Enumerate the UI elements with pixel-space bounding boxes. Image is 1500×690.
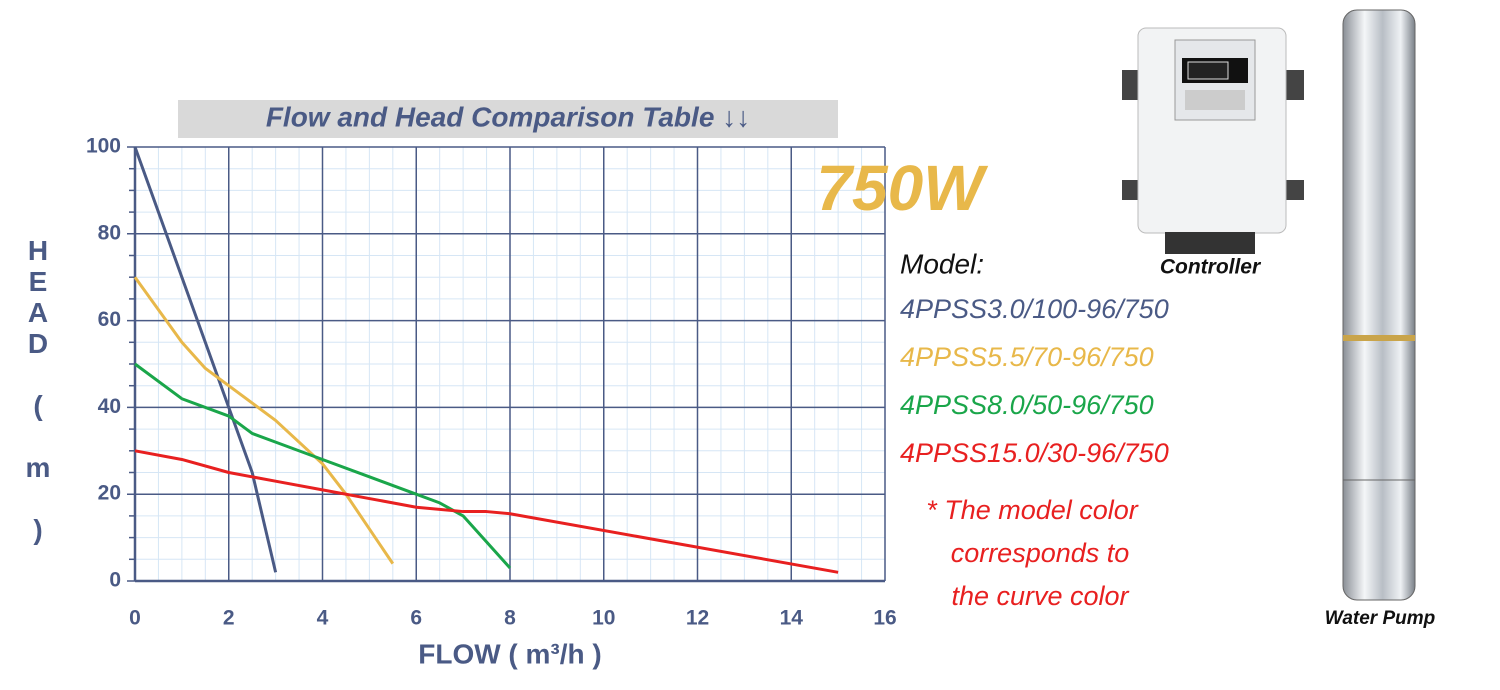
y-tick-label: 40 [98, 395, 121, 418]
legend-title: Model: [900, 248, 984, 279]
x-tick-label: 14 [780, 607, 804, 630]
x-axis-label: FLOW ( m³/h ) [418, 638, 602, 669]
note: * The model color [926, 495, 1139, 525]
note: corresponds to [951, 538, 1130, 568]
x-tick-label: 4 [317, 607, 329, 630]
note: the curve color [951, 581, 1129, 611]
x-tick-label: 16 [873, 607, 896, 630]
chart-title: Flow and Head Comparison Table ↓↓ [266, 101, 750, 132]
image-caption: Controller [1160, 256, 1262, 279]
image-caption: Water Pump [1325, 608, 1436, 629]
legend-entry: 4PPSS15.0/30-96/750 [900, 438, 1169, 468]
y-tick-label: 20 [98, 482, 121, 505]
y-tick-label: 100 [86, 135, 121, 158]
x-tick-label: 8 [504, 607, 516, 630]
x-tick-label: 0 [129, 607, 141, 630]
grid [127, 146, 886, 583]
y-tick-label: 0 [109, 569, 121, 592]
pump-image [1342, 9, 1416, 601]
title-bg [178, 100, 838, 138]
x-tick-label: 6 [410, 607, 422, 630]
y-tick-label: 80 [98, 221, 121, 244]
controller-image [1122, 27, 1304, 254]
series-line [134, 362, 512, 569]
series-line [134, 449, 839, 574]
y-axis-label: HEAD ( m ) [23, 235, 54, 545]
series-line [133, 276, 395, 565]
legend-entry: 4PPSS5.5/70-96/750 [900, 342, 1154, 372]
y-tick-label: 60 [98, 308, 121, 331]
legend-entry: 4PPSS3.0/100-96/750 [900, 294, 1169, 324]
series-line [133, 146, 278, 573]
power-label: 750W [816, 152, 988, 224]
x-tick-label: 12 [686, 607, 709, 630]
legend-entry: 4PPSS8.0/50-96/750 [900, 390, 1154, 420]
x-tick-label: 2 [223, 607, 235, 630]
x-tick-label: 10 [592, 607, 615, 630]
